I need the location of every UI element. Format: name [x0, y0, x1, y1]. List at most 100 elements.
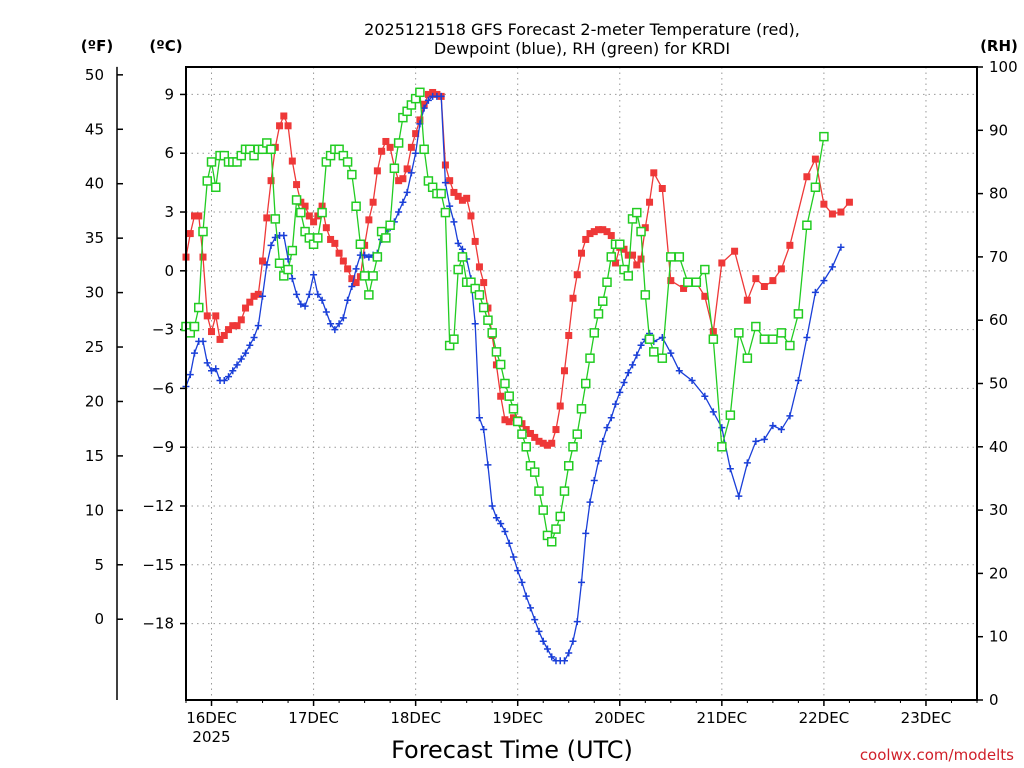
dewpoint-point [267, 241, 275, 249]
rh-point [589, 328, 600, 338]
temperature-point [208, 328, 216, 336]
temperature-point [535, 437, 543, 445]
dewpoint-point [454, 239, 462, 247]
dewpoint-point [471, 320, 479, 328]
temperature-point [365, 216, 373, 224]
dewpoint-point [535, 627, 543, 635]
temperature-point [463, 194, 471, 202]
rh-point [372, 252, 383, 262]
temperature-point [195, 212, 203, 220]
dewpoint-point [595, 457, 603, 465]
temperature-point [250, 292, 258, 300]
temperature-point [548, 439, 556, 447]
temperature-point [378, 147, 386, 155]
temperature-point [552, 426, 560, 434]
temperature-point [212, 312, 220, 320]
rh-point [734, 328, 744, 338]
dewpoint-point [480, 426, 488, 434]
rh-point [644, 334, 655, 344]
temperature-point [344, 265, 352, 273]
celsius-tick-label: −6 [152, 379, 174, 397]
rh-point [487, 328, 497, 338]
chart-title: 2025121518 GFS Forecast 2-meter Temperat… [364, 20, 800, 58]
series-layer [181, 87, 853, 665]
rh-point [313, 233, 323, 243]
temperature-point [407, 143, 415, 151]
time-tick-label: 19DEC [492, 709, 543, 727]
rh-point [581, 378, 591, 389]
dewpoint-point [186, 371, 194, 379]
time-tick-label: 16DEC [186, 709, 237, 727]
dewpoint-point [399, 198, 407, 206]
dewpoint-point [484, 461, 492, 469]
rh-point [598, 296, 608, 306]
rh-point [717, 442, 727, 452]
rh-point [623, 271, 634, 281]
dewpoint-point [220, 377, 228, 385]
dewpoint-point [497, 520, 505, 528]
credit-text: coolwx.com/modelts [860, 746, 1014, 764]
temperature-point [543, 441, 551, 449]
dewpoint-point [811, 288, 819, 296]
rh-point [725, 410, 736, 420]
rh-unit-label: (RH) [980, 37, 1018, 55]
fahrenheit-unit-label: (ºF) [81, 37, 113, 55]
dewpoint-point [293, 290, 301, 298]
rh-point [512, 416, 523, 427]
temperature-point [263, 214, 271, 222]
dewpoint-point [229, 367, 237, 375]
temperature-point [237, 316, 245, 324]
temperature-point [612, 259, 620, 267]
rh-series [181, 87, 829, 547]
temperature-point [339, 257, 347, 265]
temperature-point [480, 279, 488, 287]
dewpoint-point [199, 337, 207, 345]
rh-point [274, 258, 285, 268]
fahrenheit-tick-label: 35 [85, 229, 104, 247]
dewpoint-point [633, 351, 641, 359]
rh-point [419, 144, 429, 155]
temperature-point [658, 185, 666, 193]
temperature-point [497, 392, 505, 400]
temperature-point [599, 226, 607, 234]
rh-point [819, 131, 829, 142]
dewpoint-point [331, 326, 339, 334]
dewpoint-point [344, 296, 352, 304]
chart-title-line-1: 2025121518 GFS Forecast 2-meter Temperat… [364, 20, 800, 39]
rh-tick-label: 20 [989, 564, 1008, 582]
dewpoint-point [280, 232, 288, 240]
rh-point [270, 214, 281, 224]
dewpoint-point [522, 592, 530, 600]
temperature-point [637, 255, 645, 263]
rh-point [291, 195, 302, 205]
rh-point [534, 486, 544, 496]
rh-point [317, 207, 327, 218]
temperature-point [718, 259, 726, 267]
rh-point [751, 321, 761, 332]
rh-point [529, 467, 540, 477]
rh-point [364, 290, 374, 300]
rh-point [572, 429, 582, 439]
fahrenheit-tick-label: 30 [85, 284, 104, 302]
dewpoint-point [259, 292, 267, 300]
dewpoint-point [573, 618, 581, 626]
temperature-point [280, 112, 288, 120]
time-tick-label: 18DEC [390, 709, 441, 727]
rh-point [674, 252, 685, 262]
rh-tick-label: 80 [989, 185, 1008, 203]
celsius-tick-label: −15 [142, 556, 174, 574]
dewpoint-point [424, 96, 432, 104]
dewpoint-point [820, 277, 828, 285]
temperature-point [259, 257, 267, 265]
dewpoint-point [450, 218, 458, 226]
dewpoint-point [395, 208, 403, 216]
temperature-point [828, 210, 836, 218]
rh-point [342, 157, 353, 167]
fahrenheit-tick-label: 15 [85, 447, 104, 465]
dewpoint-point [297, 300, 305, 308]
dewpoint-point [250, 333, 258, 341]
rh-point [296, 207, 306, 218]
dewpoint-point [586, 498, 594, 506]
